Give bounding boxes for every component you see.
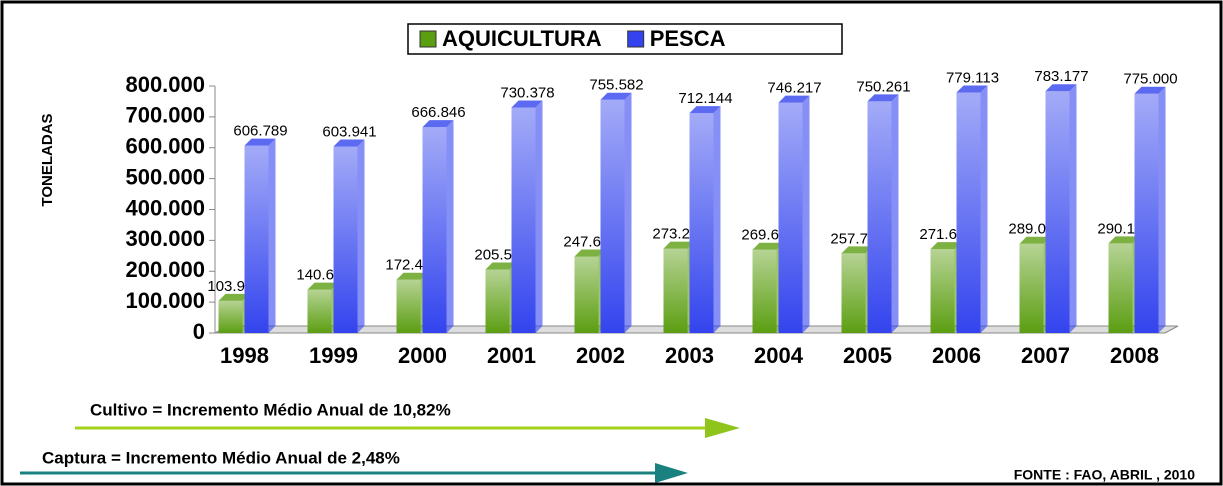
bar-side: [713, 106, 721, 333]
x-tick-label: 2000: [398, 343, 447, 368]
bar-shade: [600, 99, 625, 334]
bar-side: [802, 95, 810, 333]
value-label: 755.582: [589, 77, 643, 94]
bar-shade: [1108, 243, 1133, 333]
bar-top: [511, 100, 543, 108]
legend-label: AQUICULTURA: [442, 26, 602, 51]
bar-top: [1019, 236, 1051, 244]
value-label: 606.789: [233, 123, 287, 140]
bar-shade: [511, 107, 536, 334]
y-tick-label: 500.000: [125, 164, 205, 189]
bar-side: [1158, 86, 1166, 333]
x-tick-label: 2006: [932, 343, 981, 368]
bar-shade: [663, 248, 688, 333]
bar-side: [268, 138, 276, 333]
bar-shade: [930, 249, 955, 333]
bar-shade: [485, 269, 510, 333]
legend-swatch: [627, 30, 645, 48]
annotation: Captura = Incremento Médio Anual de 2,48…: [42, 448, 400, 467]
y-tick-label: 400.000: [125, 195, 205, 220]
bar-shade: [689, 113, 714, 333]
bar-top: [867, 94, 899, 102]
bar-shade: [1045, 91, 1070, 334]
bar-shade: [841, 253, 866, 333]
x-tick-label: 2007: [1021, 343, 1070, 368]
bar-shade: [396, 279, 421, 333]
bar-top: [600, 92, 632, 100]
bar-top: [307, 282, 339, 290]
annotation: Cultivo = Incremento Médio Anual de 10,8…: [90, 400, 451, 419]
value-label: 603.941: [322, 124, 376, 141]
bar-top: [1045, 84, 1077, 92]
bar-side: [624, 92, 632, 334]
source: FONTE : FAO, ABRIL , 2010: [1014, 467, 1195, 483]
legend-box: [407, 23, 843, 55]
bar-side: [535, 100, 543, 334]
bar-top: [1108, 236, 1140, 244]
y-tick-label: 600.000: [125, 134, 205, 159]
y-tick-label: 800.000: [125, 72, 205, 97]
bar-top: [422, 120, 454, 128]
legend-swatch: [419, 30, 437, 48]
bar-top: [956, 85, 988, 93]
bar-shade: [1134, 93, 1159, 333]
value-label: 750.261: [856, 78, 910, 95]
bar-top: [778, 95, 810, 103]
x-tick-label: 2003: [665, 343, 714, 368]
y-tick-label: 700.000: [125, 103, 205, 128]
value-label: 779.113: [946, 69, 999, 86]
bar-top: [485, 262, 517, 270]
bar-top: [244, 138, 276, 146]
bar-side: [891, 94, 899, 333]
x-tick-label: 1999: [309, 343, 358, 368]
captura-arrow: [20, 463, 688, 483]
value-label: 730.378: [500, 84, 554, 101]
y-axis-label: TONELADAS: [39, 113, 56, 206]
y-tick-label: 0: [193, 319, 205, 344]
bar-top: [574, 249, 606, 257]
bar-shade: [244, 145, 269, 333]
x-tick-label: 2001: [487, 343, 536, 368]
y-tick-label: 200.000: [125, 257, 205, 282]
value-label: 712.144: [678, 90, 732, 107]
bar-top: [333, 139, 365, 147]
value-label: 746.217: [767, 80, 821, 97]
x-tick-label: 1998: [220, 343, 269, 368]
x-tick-label: 2005: [843, 343, 892, 368]
cultivo-arrow: [75, 418, 740, 438]
bar-shade: [218, 300, 243, 333]
x-tick-label: 2004: [754, 343, 804, 368]
bar-shade: [307, 289, 332, 333]
bar-top: [752, 242, 784, 250]
bar-top: [663, 241, 695, 249]
bar-top: [218, 293, 250, 301]
bar-shade: [574, 256, 599, 333]
bar-top: [1134, 86, 1166, 94]
bar-top: [689, 106, 721, 114]
bar-shade: [956, 92, 981, 334]
bar-side: [446, 120, 454, 333]
y-tick-label: 100.000: [125, 288, 205, 313]
bar-shade: [333, 146, 358, 333]
x-tick-label: 2002: [576, 343, 625, 368]
bar-side: [357, 139, 365, 333]
bar-side: [980, 85, 988, 334]
value-label: 666.846: [411, 104, 465, 121]
legend-label: PESCA: [650, 26, 726, 51]
bar-side: [1069, 84, 1077, 334]
bar-top: [396, 272, 428, 280]
bar-shade: [867, 101, 892, 333]
x-tick-label: 2008: [1110, 343, 1159, 368]
bar-shade: [752, 249, 777, 333]
bar-shade: [422, 127, 447, 333]
y-tick-label: 300.000: [125, 226, 205, 251]
bar-top: [930, 242, 962, 250]
value-label: 783.177: [1034, 68, 1088, 85]
bar-shade: [778, 102, 803, 333]
value-label: 775.000: [1123, 71, 1177, 88]
bar-shade: [1019, 243, 1044, 333]
bar-top: [841, 246, 873, 254]
